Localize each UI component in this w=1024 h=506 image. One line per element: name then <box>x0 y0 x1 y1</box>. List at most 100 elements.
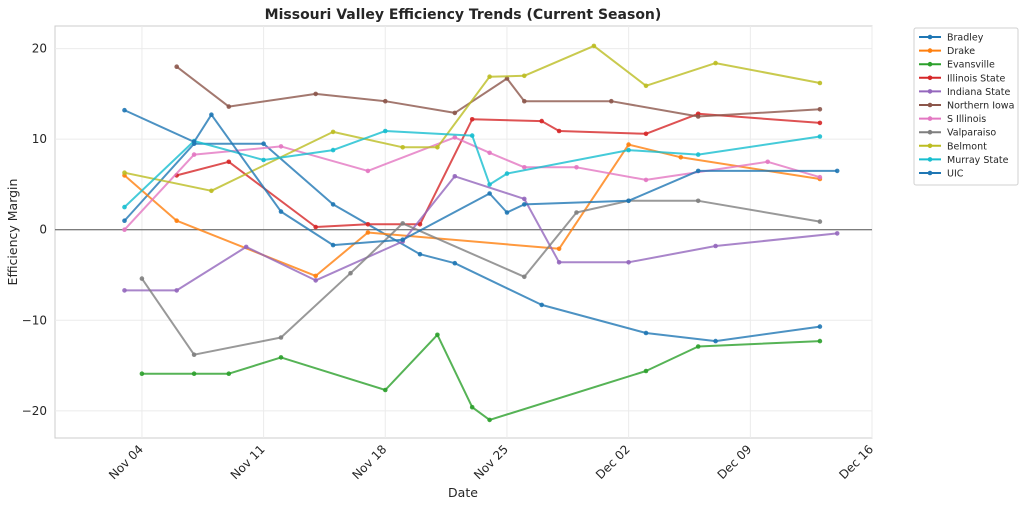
legend-item-s-illinois: S Illinois <box>919 114 986 125</box>
legend-label: Murray State <box>947 155 1009 166</box>
data-point-belmont <box>400 145 406 150</box>
data-point-evansville <box>817 338 823 344</box>
x-axis-label: Date <box>448 485 478 500</box>
data-point-murray-state <box>330 147 336 153</box>
data-point-northern-iowa <box>504 76 510 81</box>
y-tick-label: 0 <box>39 223 47 237</box>
data-point-murray-state <box>261 157 266 163</box>
series-line-uic <box>124 109 838 247</box>
data-point-illinois-state <box>313 224 319 230</box>
data-point-s-illinois <box>365 168 371 174</box>
data-point-evansville <box>435 332 440 338</box>
data-point-belmont <box>435 145 440 150</box>
data-point-murray-state <box>469 133 475 138</box>
data-point-bradley <box>122 218 127 223</box>
data-point-belmont <box>817 80 823 86</box>
data-point-bradley <box>643 330 649 336</box>
data-point-s-illinois <box>191 152 197 157</box>
data-point-bradley <box>452 260 458 266</box>
legend-item-indiana-state: Indiana State <box>919 87 1010 98</box>
data-point-indiana-state <box>626 260 631 265</box>
data-point-indiana-state <box>243 244 249 250</box>
data-point-drake <box>678 155 684 160</box>
data-point-s-illinois <box>765 159 770 165</box>
legend-marker <box>927 129 933 135</box>
legend-marker <box>927 170 933 176</box>
data-point-drake <box>313 273 319 279</box>
data-point-northern-iowa <box>174 64 179 69</box>
data-point-evansville <box>487 417 492 423</box>
data-point-illinois-state <box>417 222 423 227</box>
data-point-valparaiso <box>278 335 284 340</box>
data-point-belmont <box>122 170 127 175</box>
y-tick-label: −20 <box>22 404 47 418</box>
data-point-bradley <box>713 338 718 344</box>
legend-marker <box>927 48 933 53</box>
legend-label: S Illinois <box>947 114 986 125</box>
data-point-bradley <box>417 251 423 257</box>
data-point-bradley <box>261 141 266 146</box>
data-point-valparaiso <box>191 352 197 358</box>
data-point-valparaiso <box>695 198 701 204</box>
data-point-uic <box>504 210 510 215</box>
legend-label: Illinois State <box>947 73 1005 84</box>
data-point-s-illinois <box>522 165 527 170</box>
data-point-uic <box>522 202 527 207</box>
data-point-uic <box>330 242 336 248</box>
data-point-evansville <box>226 371 232 377</box>
data-point-uic <box>400 237 406 242</box>
legend-item-belmont: Belmont <box>919 141 987 152</box>
legend-marker <box>927 157 933 162</box>
data-point-valparaiso <box>139 276 145 281</box>
data-point-drake <box>365 230 371 235</box>
legend-marker <box>927 61 933 67</box>
plot-area <box>54 25 873 439</box>
data-point-belmont <box>522 73 527 79</box>
legend-item-drake: Drake <box>919 46 975 57</box>
series-valparaiso <box>139 198 823 358</box>
data-point-northern-iowa <box>226 104 232 109</box>
data-point-drake <box>174 218 179 223</box>
data-point-evansville <box>383 387 388 393</box>
legend-item-northern-iowa: Northern Iowa <box>919 101 1014 112</box>
data-point-s-illinois <box>278 144 284 149</box>
data-point-northern-iowa <box>452 110 458 116</box>
data-point-valparaiso <box>817 219 823 224</box>
legend-label: Valparaiso <box>947 128 996 139</box>
data-point-indiana-state <box>556 260 562 265</box>
data-point-evansville <box>643 368 649 374</box>
data-point-drake <box>626 142 631 147</box>
data-point-northern-iowa <box>383 98 388 104</box>
x-tick-label: Nov 04 <box>106 442 146 482</box>
data-point-northern-iowa <box>522 98 527 104</box>
data-point-northern-iowa <box>313 91 319 97</box>
data-point-indiana-state <box>522 196 527 202</box>
data-point-evansville <box>139 371 145 377</box>
data-point-northern-iowa <box>817 107 823 112</box>
data-point-murray-state <box>487 182 492 187</box>
data-point-s-illinois <box>574 165 579 170</box>
data-point-s-illinois <box>643 177 649 183</box>
data-point-valparaiso <box>522 274 527 280</box>
data-point-belmont <box>591 43 597 49</box>
data-point-belmont <box>713 60 718 66</box>
legend-item-murray-state: Murray State <box>919 155 1009 166</box>
data-point-uic <box>209 112 214 117</box>
data-point-bradley <box>330 202 336 207</box>
series-evansville <box>139 332 823 423</box>
y-axis: −20 −10 0 10 20 <box>22 42 47 418</box>
data-point-uic <box>626 198 631 204</box>
x-tick-label: Nov 11 <box>228 442 268 482</box>
data-point-murray-state <box>695 152 701 157</box>
chart-title: Missouri Valley Efficiency Trends (Curre… <box>265 7 662 23</box>
series-belmont <box>122 43 823 194</box>
y-tick-label: 20 <box>32 42 47 56</box>
x-tick-label: Dec 16 <box>836 442 876 482</box>
data-point-valparaiso <box>400 221 406 226</box>
y-tick-label: −10 <box>22 313 47 327</box>
series-line-drake <box>123 143 821 277</box>
data-point-murray-state <box>383 128 388 134</box>
data-point-bradley <box>539 302 544 308</box>
series-northern-iowa <box>174 64 823 119</box>
